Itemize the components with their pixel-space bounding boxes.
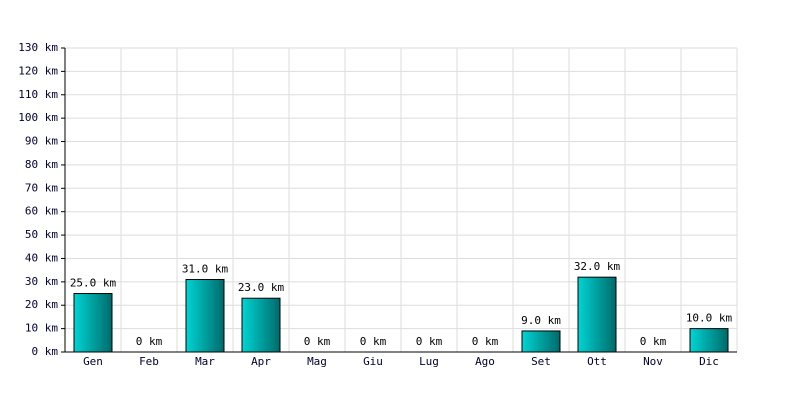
x-tick-label: Ago — [475, 355, 495, 368]
y-tick-label: 90 km — [25, 135, 58, 148]
bar — [73, 293, 113, 353]
bar — [521, 330, 561, 353]
y-tick-label: 40 km — [25, 251, 58, 264]
x-tick-label: Set — [531, 355, 551, 368]
value-label: 32.0 km — [574, 260, 621, 273]
y-tick-label: 30 km — [25, 275, 58, 288]
x-tick-label: Nov — [643, 355, 663, 368]
value-label: 0 km — [416, 335, 443, 348]
value-label: 25.0 km — [70, 277, 117, 290]
y-tick-label: 60 km — [25, 205, 58, 218]
x-tick-label: Gen — [83, 355, 103, 368]
y-tick-label: 110 km — [18, 88, 58, 101]
x-tick-label: Apr — [251, 355, 271, 368]
value-label: 31.0 km — [182, 263, 229, 276]
bar — [577, 276, 617, 353]
y-tick-label: 0 km — [32, 345, 59, 358]
y-tick-label: 130 km — [18, 41, 58, 54]
y-tick-label: 70 km — [25, 181, 58, 194]
value-label: 9.0 km — [521, 314, 561, 327]
y-tick-label: 100 km — [18, 111, 58, 124]
x-tick-label: Dic — [699, 355, 719, 368]
value-label: 23.0 km — [238, 281, 285, 294]
x-tick-label: Giu — [363, 355, 383, 368]
x-tick-label: Lug — [419, 355, 439, 368]
y-tick-label: 80 km — [25, 158, 58, 171]
value-label: 10.0 km — [686, 312, 733, 325]
y-tick-label: 20 km — [25, 298, 58, 311]
value-label: 0 km — [136, 335, 163, 348]
bar — [241, 297, 281, 353]
x-tick-label: Mag — [307, 355, 327, 368]
y-tick-label: 120 km — [18, 64, 58, 77]
value-label: 0 km — [640, 335, 667, 348]
x-tick-label: Ott — [587, 355, 607, 368]
bar — [689, 328, 729, 353]
x-tick-label: Mar — [195, 355, 215, 368]
y-tick-label: 50 km — [25, 228, 58, 241]
y-tick-label: 10 km — [25, 322, 58, 335]
value-label: 0 km — [304, 335, 331, 348]
x-tick-label: Feb — [139, 355, 159, 368]
value-label: 0 km — [360, 335, 387, 348]
bar — [185, 279, 225, 353]
value-label: 0 km — [472, 335, 499, 348]
